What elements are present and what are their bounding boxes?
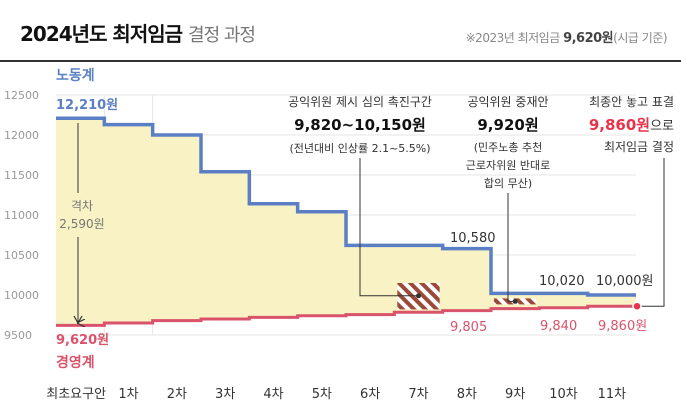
final-marker xyxy=(632,301,642,311)
labor-line xyxy=(56,116,636,297)
final-annot-line1: 최종안 놓고 표결 xyxy=(589,95,674,109)
gap-value: 2,590원 xyxy=(59,217,104,231)
label-mgmt-10: 9,840 xyxy=(540,319,577,334)
x-tick-label: 9차 xyxy=(505,387,525,400)
label-mgmt-8: 9,805 xyxy=(450,320,487,335)
data-labels: 노동계 12,210원 9,620원 경영계 10,580 10,020 10,… xyxy=(56,68,653,371)
gap-arrow-head xyxy=(73,315,83,325)
note-prefix: ※2023년 최저임금 xyxy=(465,31,561,45)
x-tick-label: 4차 xyxy=(263,387,283,400)
label-labor-11: 10,000원 xyxy=(596,274,653,289)
range-annot-line1: 공익위원 제시 심의 촉진구간 xyxy=(288,95,432,109)
x-axis: 최초요구안 1차 2차 3차 4차 5차 6차 7차 8차 9차 10차 11차 xyxy=(46,387,626,400)
baseline-note: ※2023년 최저임금 9,620원(시급 기준) xyxy=(465,27,668,46)
x-tick-label: 1차 xyxy=(118,387,138,400)
label-labor-10: 10,020 xyxy=(539,274,585,289)
y-axis: 12500 12000 11500 11000 10500 10000 9500 xyxy=(4,89,39,342)
x-tick-label: 최초요구안 xyxy=(46,387,106,400)
label-mgmt-start: 9,620원 xyxy=(56,333,109,348)
x-tick-label: 2차 xyxy=(167,387,187,400)
mediation-leader-dot xyxy=(512,298,518,304)
title-sub: 결정 과정 xyxy=(188,25,256,46)
x-tick-label: 5차 xyxy=(312,387,332,400)
y-tick-label: 10500 xyxy=(4,249,39,262)
mediation-annot-line5: 합의 무산) xyxy=(484,177,532,190)
final-annot-line2: 9,860원으로 xyxy=(589,116,674,134)
x-tick-label: 11차 xyxy=(598,387,627,400)
y-tick-label: 11000 xyxy=(4,209,39,222)
title-divider xyxy=(0,60,681,62)
y-tick-label: 10000 xyxy=(4,289,39,302)
page-title: 2024년도 최저임금 결정 과정 xyxy=(20,18,256,47)
series-name-labor: 노동계 xyxy=(56,68,95,84)
x-tick-label: 10차 xyxy=(549,387,578,400)
range-annot-line2: 9,820~10,150원 xyxy=(294,116,426,134)
management-line xyxy=(56,304,636,327)
gap-label-bg xyxy=(64,193,96,237)
annotations: 공익위원 제시 심의 촉진구간 9,820~10,150원 (전년대비 인상률 … xyxy=(288,95,674,311)
range-leader xyxy=(359,158,419,297)
mediation-leader xyxy=(507,193,516,302)
note-value: 9,620원 xyxy=(563,31,614,46)
range-leader-dot xyxy=(416,293,421,299)
note-suffix: (시급 기준) xyxy=(613,31,667,45)
mediation-annot-line2: 9,920원 xyxy=(477,116,538,134)
gap-label: 격차 xyxy=(71,199,93,213)
y-tick-label: 12500 xyxy=(4,89,39,102)
y-tick-label: 11500 xyxy=(4,169,39,182)
x-tick-label: 7차 xyxy=(408,387,428,400)
label-mgmt-11: 9,860원 xyxy=(598,319,647,334)
series-name-mgmt: 경영계 xyxy=(56,354,95,371)
final-leader xyxy=(637,158,665,307)
range-annot-line3: (전년대비 인상률 2.1~5.5%) xyxy=(289,142,430,155)
final-annot-rest: 으로 xyxy=(650,119,674,134)
title-bold: 2024년도 최저임금 xyxy=(20,22,183,46)
final-annot-line3: 최저임금 결정 xyxy=(604,140,674,154)
x-tick-label: 6차 xyxy=(360,387,380,400)
label-labor-start: 12,210원 xyxy=(56,98,118,113)
y-tick-label: 9500 xyxy=(4,329,32,342)
y-tick-label: 12000 xyxy=(4,129,39,142)
x-tick-label: 3차 xyxy=(215,387,235,400)
final-annot-value: 9,860원 xyxy=(589,116,650,134)
mediation-annot-line3: (민주노총 추천 xyxy=(474,140,543,154)
mediation-annot-line4: 근로자위원 반대로 xyxy=(466,159,550,172)
label-labor-8: 10,580 xyxy=(450,231,496,246)
mediation-annot-line1: 공익위원 중재안 xyxy=(467,95,548,109)
x-tick-label: 8차 xyxy=(457,387,477,400)
